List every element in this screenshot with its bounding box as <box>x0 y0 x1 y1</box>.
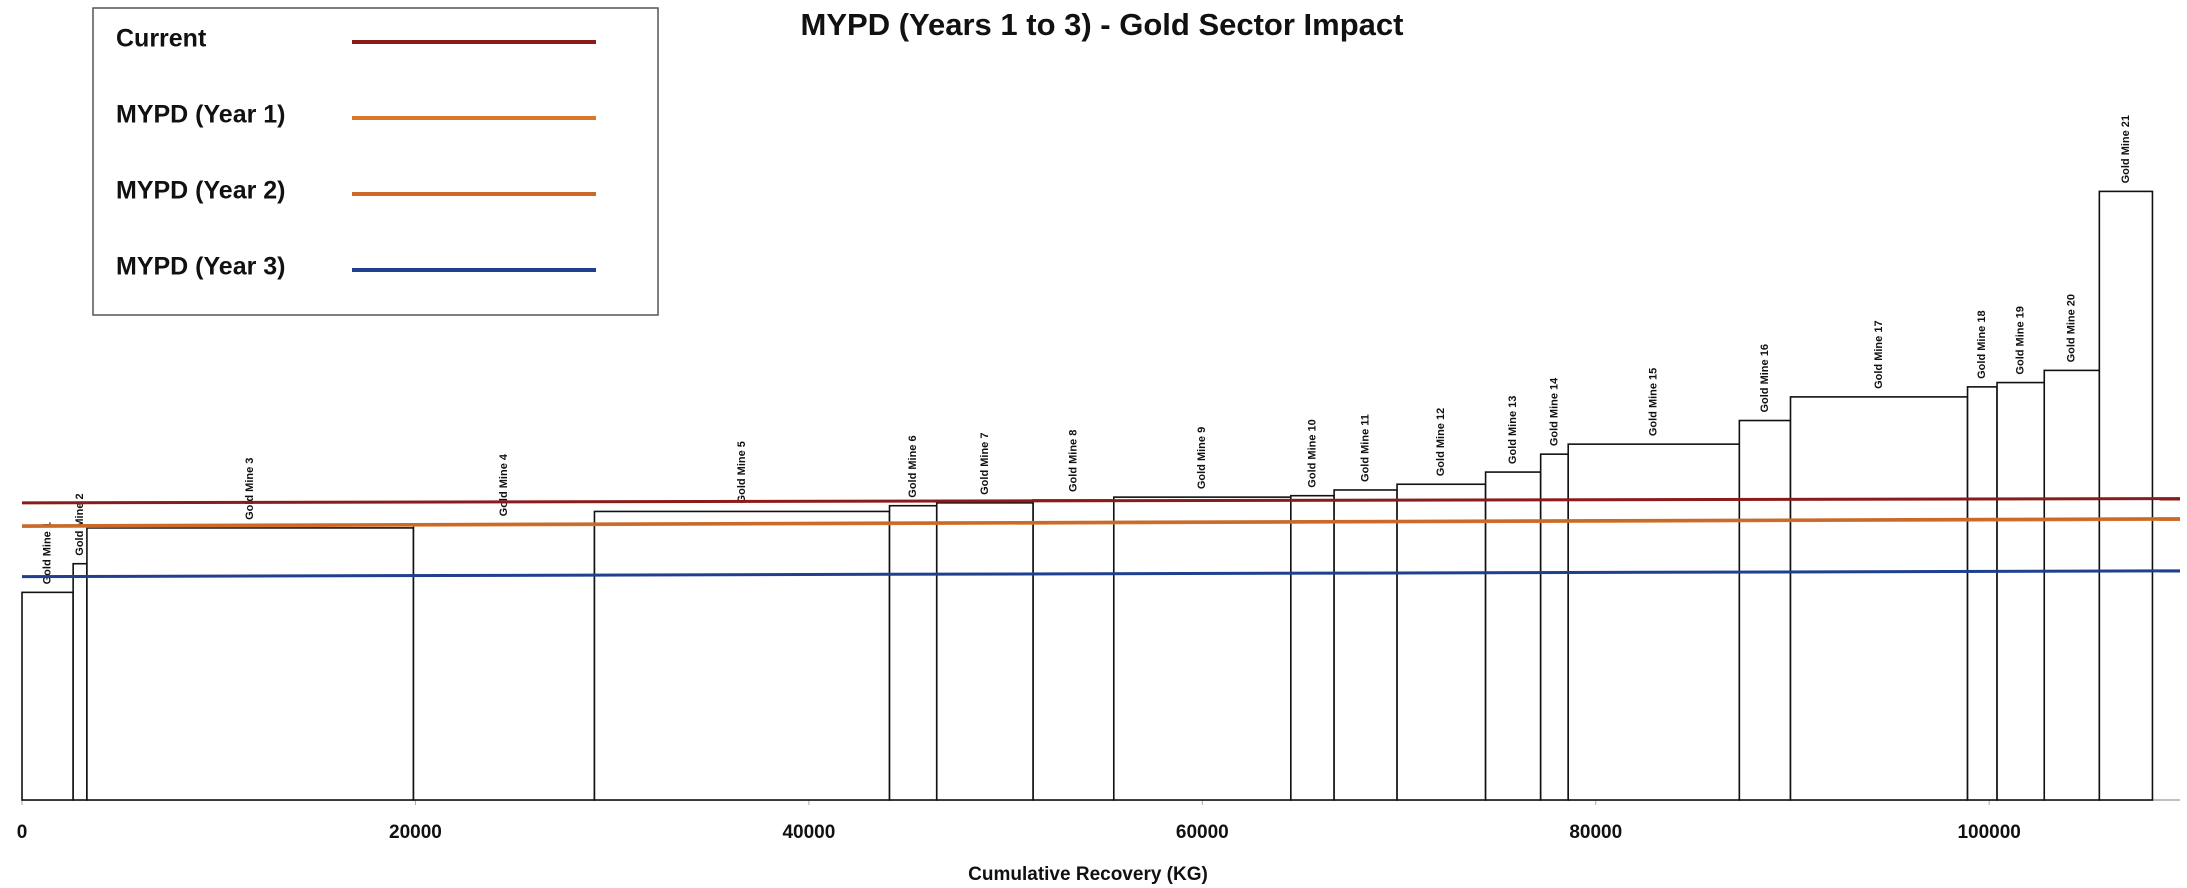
bar-label: Gold Mine 14 <box>1548 377 1560 446</box>
bar <box>1966 386 1998 801</box>
bar-label: Gold Mine 3 <box>244 458 256 520</box>
x-tick-label: 80000 <box>1569 822 1622 843</box>
x-tick-label: 100000 <box>1957 822 2020 843</box>
bar <box>1738 419 1792 801</box>
bar <box>1396 483 1487 801</box>
x-tick-label: 60000 <box>1176 822 1229 843</box>
x-tick-label: 20000 <box>389 822 442 843</box>
legend-label: MYPD (Year 3) <box>116 253 286 281</box>
bar <box>1539 453 1570 801</box>
series-line <box>21 517 2181 528</box>
x-axis-label: Cumulative Recovery (KG) <box>968 864 1208 885</box>
bar-label: Gold Mine 11 <box>1359 414 1371 482</box>
bar <box>2043 369 2101 801</box>
bar-label: Gold Mine 20 <box>2066 294 2078 362</box>
series-line <box>21 569 2181 579</box>
bar <box>72 562 88 801</box>
x-tick-label: 0 <box>17 822 28 843</box>
chart-title: MYPD (Years 1 to 3) - Gold Sector Impact <box>801 7 1404 42</box>
legend-label: MYPD (Year 1) <box>116 101 286 129</box>
bar-label: Gold Mine 8 <box>1067 430 1079 492</box>
bar-label: Gold Mine 21 <box>2120 115 2132 183</box>
bar-label: Gold Mine 6 <box>907 435 919 497</box>
bar <box>1032 499 1115 801</box>
bar <box>888 504 938 801</box>
legend-box <box>92 7 659 316</box>
bar-label: Gold Mine 18 <box>1976 310 1988 378</box>
bar-label: Gold Mine 17 <box>1873 320 1885 388</box>
series-line <box>21 497 2181 505</box>
bar-label: Gold Mine 19 <box>2015 306 2027 374</box>
bar <box>412 523 596 801</box>
bar-label: Gold Mine 1 <box>41 522 53 584</box>
bar <box>1112 496 1292 801</box>
bar <box>86 527 415 801</box>
bar <box>1789 396 1969 801</box>
bar-label: Gold Mine 15 <box>1648 368 1660 436</box>
bar <box>593 510 891 801</box>
legend-label: MYPD (Year 2) <box>116 177 286 205</box>
bar-label: Gold Mine 12 <box>1435 408 1447 476</box>
bar-label: Gold Mine 13 <box>1507 396 1519 464</box>
bar-label: Gold Mine 4 <box>498 453 510 516</box>
bar <box>1290 494 1335 801</box>
bar <box>935 502 1034 801</box>
bar <box>21 591 74 801</box>
bar <box>1996 381 2046 801</box>
bar-label: Gold Mine 16 <box>1759 344 1771 412</box>
bar-label: Gold Mine 10 <box>1306 419 1318 487</box>
bar-label: Gold Mine 7 <box>979 433 991 495</box>
bar-label: Gold Mine 9 <box>1196 427 1208 489</box>
bar <box>1333 489 1398 801</box>
bar <box>1567 443 1741 801</box>
legend-label: Current <box>116 25 207 53</box>
x-tick-label: 40000 <box>782 822 835 843</box>
bar <box>2098 190 2154 801</box>
bar-label: Gold Mine 5 <box>736 441 748 503</box>
